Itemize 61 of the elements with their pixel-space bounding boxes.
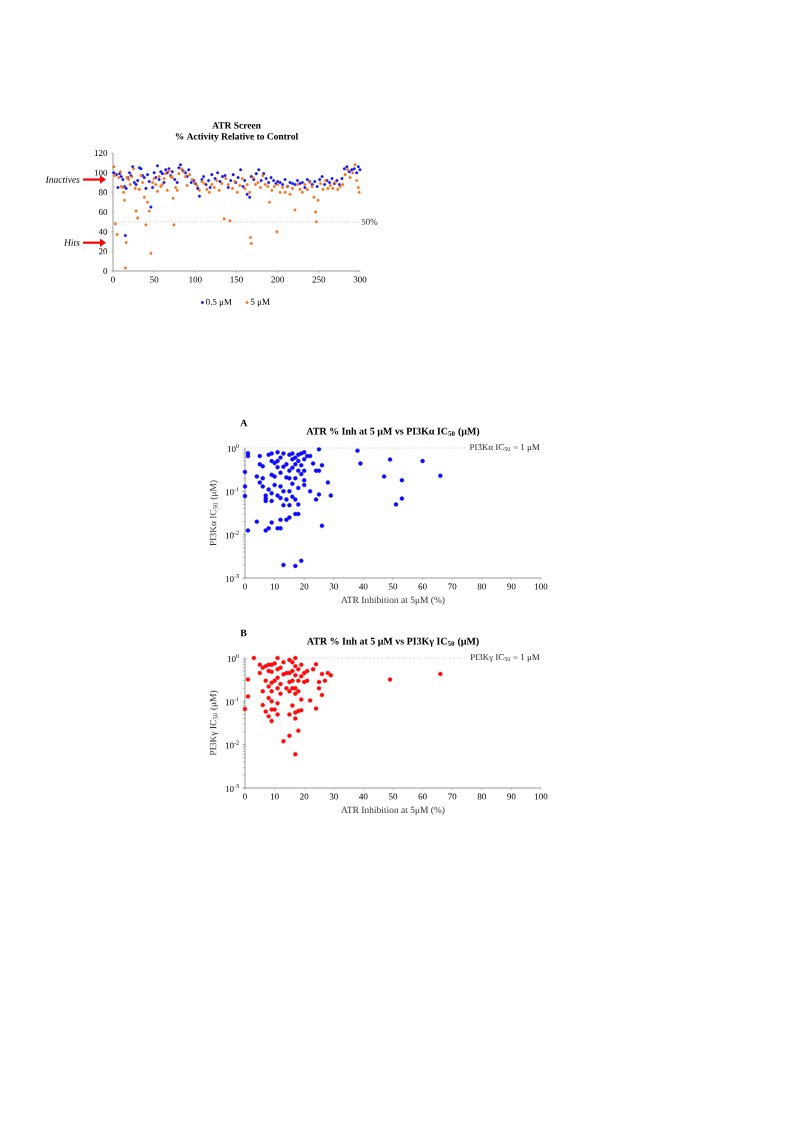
text: Hits [63, 239, 80, 246]
x-tick-label: 70 [448, 793, 457, 800]
chart-title: ATR % Inh at 5 μM vs PI3Kα IC$_{50}$ (μM) [306, 427, 480, 437]
x-tick-label: 40 [359, 583, 368, 590]
x-tick-label: 90 [507, 793, 516, 800]
y-tick-label: 100 [94, 169, 108, 176]
chart-title: ATR Screen [212, 122, 261, 129]
text: B [240, 629, 247, 637]
x-tick-label: 70 [448, 583, 457, 590]
y-tick-label: 40 [98, 228, 108, 235]
chart-subtitle: % Activity Relative to Control [175, 132, 299, 142]
x-tick-label: 60 [418, 793, 427, 800]
y-tick-label: 10$^{0}$ [227, 654, 239, 662]
x-tick-label: 100 [535, 583, 548, 590]
x-tick-label: 10 [270, 793, 279, 800]
y-tick-label: 0 [103, 267, 108, 275]
y-tick-label: 80 [98, 189, 108, 196]
y-tick-label: 20 [98, 248, 108, 255]
x-tick-label: 200 [271, 276, 285, 283]
x-tick-label: 50 [389, 583, 398, 590]
y-tick-label: 60 [98, 208, 108, 216]
x-tick-label: 100 [189, 276, 202, 283]
text: Inactives [45, 176, 80, 183]
ref-line-label: 50% [361, 218, 378, 225]
chart-title: ATR % Inh at 5 μM vs PI3Kγ IC$_{50}$ (μM) [306, 637, 479, 647]
y-axis-title: PI3Kγ IC$_{50}$ (μM) [209, 690, 219, 756]
x-tick-label: 150 [230, 276, 243, 283]
x-tick-label: 80 [477, 793, 486, 800]
x-tick-label: 250 [312, 276, 326, 283]
x-tick-label: 40 [359, 793, 368, 800]
y-tick-label: 10$^{-1}$ [225, 487, 239, 496]
legend-label: 5 μM [250, 298, 270, 307]
y-axis-title: PI3Kα IC$_{50}$ (μM) [209, 480, 219, 546]
x-tick-label: 20 [300, 583, 309, 590]
x-tick-label: 30 [329, 793, 338, 800]
y-tick-label: 10$^{-2}$ [225, 530, 239, 539]
y-tick-label: 10$^{-2}$ [225, 740, 239, 749]
x-tick-label: 30 [329, 583, 338, 590]
y-tick-label: 120 [94, 149, 108, 157]
x-tick-label: 0 [243, 793, 247, 800]
x-tick-label: 60 [418, 583, 427, 590]
x-tick-label: 10 [270, 583, 279, 590]
x-tick-label: 300 [353, 276, 367, 283]
x-tick-label: 20 [300, 793, 309, 800]
y-tick-label: 10$^{-3}$ [225, 574, 239, 582]
y-tick-label: 10$^{-3}$ [225, 784, 239, 792]
x-tick-label: 80 [477, 583, 486, 590]
x-axis-title: ATR Inhibition at 5μM (%) [341, 596, 445, 606]
x-tick-label: 50 [150, 276, 159, 283]
legend-label: 0.5 μM [206, 298, 232, 307]
ref-line-label: PI3Kγ IC$_{50}$ = 1 μM [470, 654, 540, 662]
ref-line-label: PI3Kα IC$_{50}$ = 1 μM [469, 444, 540, 452]
x-tick-label: 50 [389, 793, 398, 800]
y-tick-label: 10$^{-1}$ [225, 697, 239, 706]
x-tick-label: 100 [535, 793, 548, 800]
x-tick-label: 0 [243, 583, 247, 590]
text: A [240, 419, 248, 427]
y-tick-label: 10$^{0}$ [227, 444, 239, 452]
x-axis-title: ATR Inhibition at 5μM (%) [341, 806, 445, 816]
x-tick-label: 0 [111, 276, 115, 283]
x-tick-label: 90 [507, 583, 516, 590]
